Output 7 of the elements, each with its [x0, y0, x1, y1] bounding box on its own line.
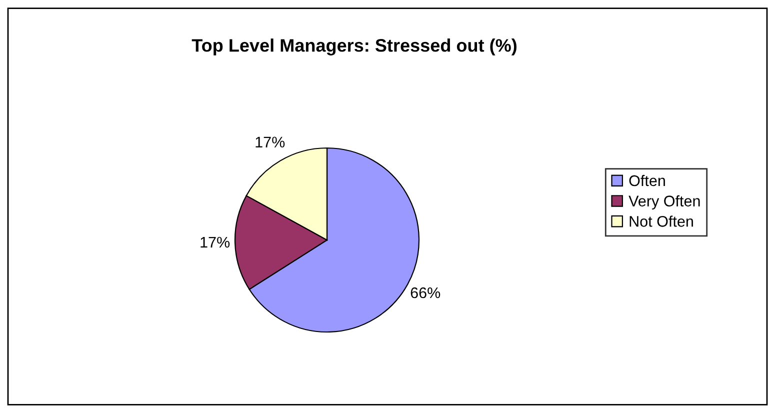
data-label: 66%: [410, 287, 440, 298]
legend-label: Often: [629, 174, 665, 186]
legend-label: Very Often: [628, 195, 700, 210]
data-label: 17%: [256, 136, 285, 148]
chart-title: Top Level Managers: Stressed out (%): [192, 38, 516, 56]
legend-label: Not Often: [630, 216, 693, 227]
data-label: 17%: [200, 236, 230, 248]
